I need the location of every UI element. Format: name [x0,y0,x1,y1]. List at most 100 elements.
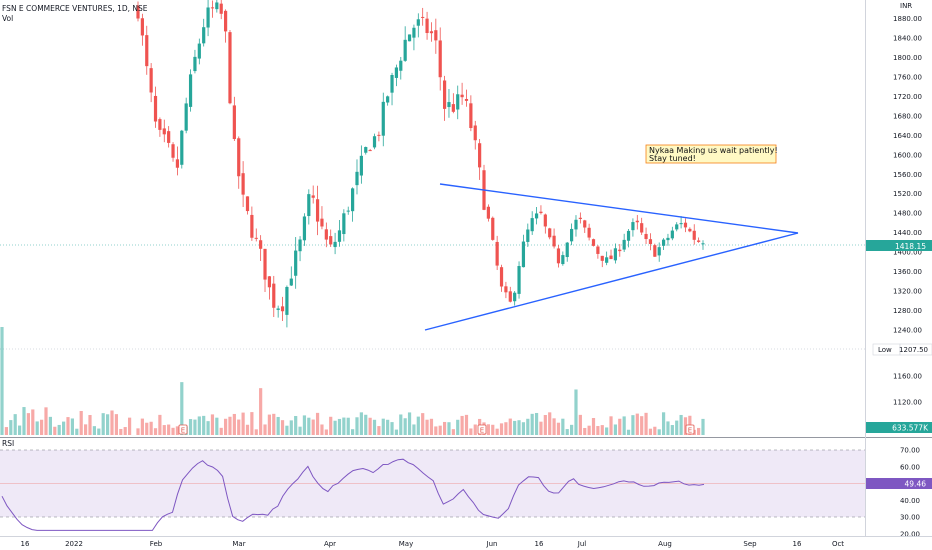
volume-bar [259,388,263,435]
volume-bar [661,412,666,435]
volume-bar [548,412,552,435]
candle-body [600,255,604,261]
low-label: Low [878,346,892,354]
candle-body [346,210,350,212]
candle-body [464,98,469,101]
candle-body [289,278,293,286]
volume-bar [175,426,180,435]
volume-bar [320,424,324,435]
candle-body [618,249,622,252]
triangle-lower-trendline[interactable] [424,232,799,331]
volume-bar [276,416,280,435]
candle-body [521,241,526,268]
candle-body [666,237,670,241]
rsi-label: RSI [2,439,14,448]
volume-bar [26,413,30,435]
candle-body [403,39,407,61]
time-axis[interactable]: 16 2022 Feb Mar Apr May Jun 16 Jul Aug Sep 16 Oct [0,536,932,549]
price-tick-label: 1680.00 [893,112,922,120]
volume-bar [346,417,350,435]
rsi-line [1,458,705,531]
rsi-pane[interactable]: RSI [0,439,865,531]
volume-bar [429,418,434,435]
annotation-note[interactable]: Nykaa Making us wait patiently! Stay tun… [645,144,778,164]
candle-body [648,239,653,245]
price-tick-label: 1760.00 [893,73,922,81]
volume-bar [530,413,534,435]
candle-body [206,7,210,28]
volume-bar [635,413,639,435]
volume-bar [574,389,578,435]
candle-body [223,10,228,32]
volume-bar [272,413,276,435]
time-tick-label: Jul [577,540,587,548]
candle-body [381,101,385,136]
volume-bar [294,416,298,435]
candle-body [495,241,499,266]
candle-body [136,5,140,19]
candle-body [416,19,420,26]
candle-body [583,220,587,228]
candle-body [167,131,171,143]
low-value: 1207.50 [899,346,928,354]
volume-bar [364,414,368,435]
volume-bar [106,414,110,435]
price-pane[interactable]: E E E Nykaa Making us wait patiently! Stay… [0,0,865,435]
volume-bar [351,429,355,435]
volume-legend: Vol [2,14,13,23]
volume-bar [561,418,565,435]
volume-bar [596,426,600,435]
candle-body [162,128,166,135]
candle-body [622,239,626,250]
volume-bar [215,417,219,435]
candle-body [683,222,688,228]
volume-bar [254,429,258,435]
symbol-title[interactable]: FSN E COMMERCE VENTURES, 1D, NSE [2,4,148,13]
candle-body [399,60,403,71]
volume-bar [128,417,132,435]
price-tick-label: 1600.00 [893,151,922,159]
earnings-marker-label: E [181,427,185,435]
volume-bar [40,419,44,435]
volume-bar [653,426,657,435]
price-tick-label: 1240.00 [893,327,922,335]
time-tick-label: Feb [150,540,163,548]
volume-bar [136,428,140,435]
candle-body [364,147,368,153]
candle-body [596,246,600,254]
candle-body [215,2,219,10]
volume-bar [171,427,175,435]
price-tick-label: 1720.00 [893,93,922,101]
volume-bar [622,416,626,435]
annotation-line-2: Stay tuned! [649,154,696,163]
price-axis[interactable]: INR 1880.001840.001800.001760.001720.001… [865,0,923,538]
candle-body [294,250,298,276]
candle-body [272,283,276,308]
price-tick-label: 1560.00 [893,171,922,179]
earnings-marker[interactable] [685,424,695,435]
candle-body [245,196,250,212]
triangle-upper-trendline[interactable] [439,183,799,234]
volume-bar [228,416,232,435]
candle-body [530,218,534,232]
volume-bar [372,419,377,435]
candle-body [320,218,324,227]
volume-bar [35,421,39,435]
candle-body [180,130,184,165]
earnings-marker[interactable] [178,424,188,435]
volume-bar [75,428,79,435]
volume-bar [609,416,613,435]
volume-bar [197,416,201,435]
candle-body [351,188,355,212]
candle-body [447,102,451,108]
earnings-marker[interactable] [477,424,487,435]
candle-body [657,247,661,256]
volume-bar [486,424,490,435]
price-tick-label: 1120.00 [893,399,922,407]
volume-bar [412,424,416,435]
candle-body [539,211,543,214]
time-tick-label: Sep [743,540,757,548]
candle-body [661,239,666,246]
